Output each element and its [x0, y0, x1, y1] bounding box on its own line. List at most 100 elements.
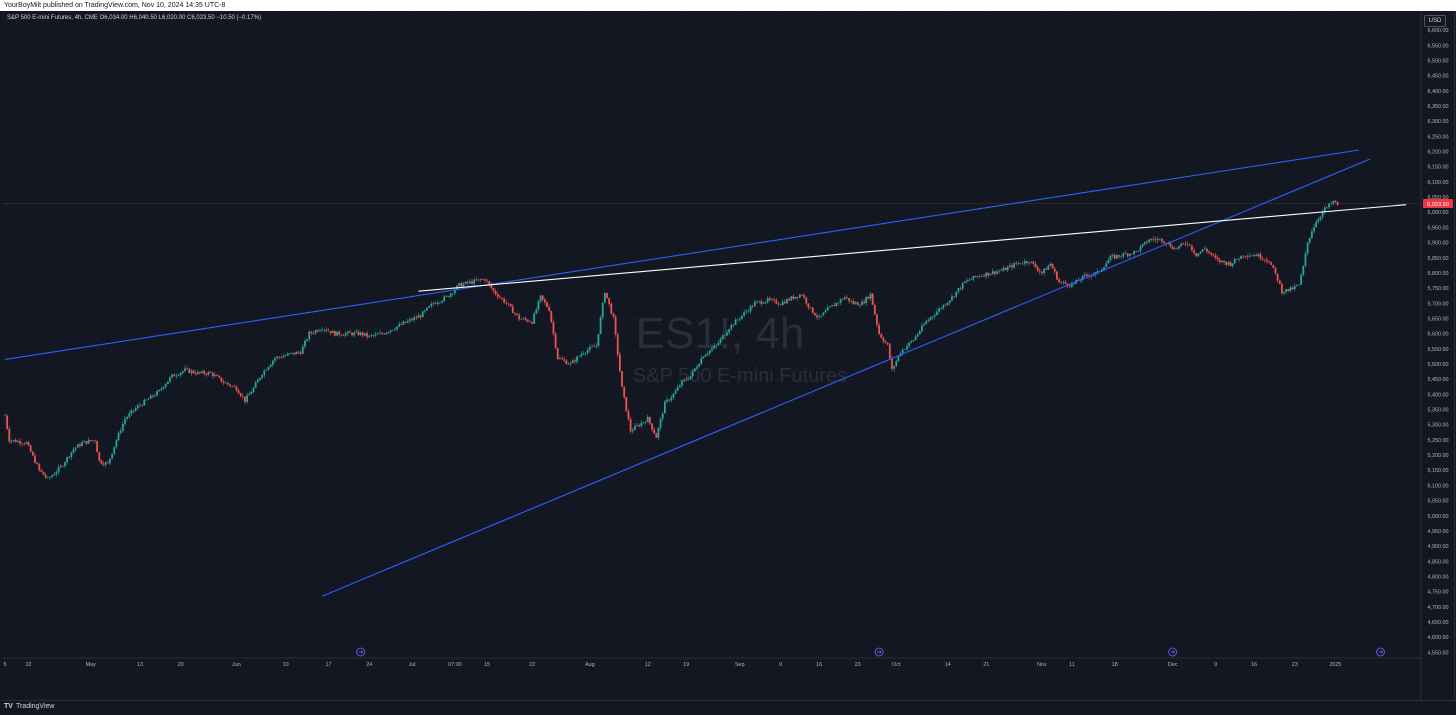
candle-body [23, 443, 26, 445]
candle-body [1163, 241, 1165, 244]
price-tick-label: 6,100.00 [1428, 180, 1449, 186]
candle-body [938, 308, 940, 312]
candle-body [981, 275, 983, 277]
candle-body [599, 317, 602, 334]
candle-body [1255, 255, 1258, 257]
candle-body [1244, 256, 1247, 257]
candle-body [978, 276, 981, 277]
candle-body [520, 319, 523, 320]
candle-body [1289, 287, 1292, 291]
candle-body [1056, 271, 1058, 280]
candle-body [1023, 261, 1026, 264]
price-tick-label: 5,700.00 [1428, 301, 1449, 307]
candle-body [72, 449, 75, 453]
candle-body [389, 330, 392, 333]
symbol-title[interactable]: S&P 500 E-mini Futures, 4h, CME [7, 15, 98, 21]
candle-body [321, 329, 323, 331]
candle-body [1201, 249, 1204, 252]
chart-frame[interactable] [3, 11, 1455, 700]
candle-body [490, 284, 493, 289]
candle-body [1319, 216, 1322, 220]
candle-body [1328, 203, 1330, 208]
candle-body [820, 315, 823, 317]
candle-body [818, 316, 821, 318]
candle-body [136, 405, 139, 409]
time-tick-label: Nov [1037, 662, 1047, 668]
candle-body [1038, 270, 1041, 272]
time-tick-label: 13 [137, 662, 143, 668]
candle-body [831, 305, 833, 307]
candle-body [203, 371, 206, 374]
dividend-icon[interactable] [874, 647, 884, 657]
time-tick-label: 11 [1069, 662, 1075, 668]
candle-body [773, 299, 776, 301]
event-glyph [1170, 650, 1176, 654]
candle-body [1295, 285, 1298, 287]
candle-body [1030, 261, 1033, 263]
price-tick-label: 6,550.00 [1428, 43, 1449, 49]
candle-body [698, 364, 701, 367]
candle-body [445, 296, 448, 297]
time-tick-label: Jun [232, 662, 241, 668]
candle-body [760, 301, 763, 304]
candle-body [199, 371, 201, 373]
blue-trendline [4, 149, 1360, 360]
candle-body [83, 441, 86, 443]
candle-body [1128, 253, 1131, 256]
candle-body [771, 299, 773, 301]
candle-body [816, 315, 818, 318]
candle-body [758, 301, 761, 302]
candle-body [424, 310, 426, 312]
candle-body [1111, 255, 1114, 256]
earnings-icon[interactable] [1168, 647, 1178, 657]
candle-body [846, 297, 848, 299]
candle-body [25, 442, 28, 444]
candle-body [1274, 267, 1277, 274]
candle-body [473, 279, 476, 284]
candle-body [1161, 238, 1163, 242]
candle-body [578, 356, 581, 357]
candle-body [591, 346, 593, 348]
candle-body [1139, 246, 1142, 252]
price-tick-label: 5,300.00 [1428, 423, 1449, 429]
price-chart[interactable]: ES1!, 4h S&P 500 E-mini Futures 4,550.00… [0, 0, 1456, 700]
symbol-legend[interactable]: S&P 500 E-mini Futures, 4h, CME O6,034.0… [7, 15, 261, 21]
candle-body [633, 425, 636, 431]
event-circle [1168, 647, 1178, 657]
candle-body [46, 477, 49, 479]
candle-body [334, 331, 336, 336]
candle-body [554, 333, 557, 348]
candle-body [865, 296, 868, 304]
candle-body [835, 302, 838, 306]
candle-body [8, 428, 11, 442]
event-markers [356, 647, 1385, 657]
candle-body [869, 293, 872, 299]
candle-body [166, 381, 169, 385]
dividend-icon[interactable] [356, 647, 366, 657]
candle-body [434, 303, 437, 305]
dividend-icon[interactable] [1376, 647, 1385, 657]
candle-body [220, 377, 223, 382]
candle-body [618, 354, 621, 372]
candle-body [974, 275, 977, 277]
candle-body [1041, 271, 1043, 274]
candle-body [246, 395, 248, 402]
candle-body [925, 321, 928, 325]
candle-body [644, 422, 647, 423]
candle-body [248, 394, 251, 396]
candle-body [190, 370, 193, 373]
time-tick-label: Aug [585, 662, 595, 668]
candle-body [385, 332, 388, 335]
candle-body [871, 293, 874, 305]
candle-body [764, 301, 767, 304]
candle-body [274, 358, 276, 361]
candle-body [1006, 267, 1009, 271]
candle-body [576, 356, 578, 362]
candle-body [951, 296, 953, 301]
currency-button[interactable]: USD [1424, 15, 1446, 27]
event-circle [356, 647, 366, 657]
candle-body [143, 399, 146, 406]
tradingview-brand[interactable]: TV TradingView [4, 703, 54, 710]
candle-body [1120, 256, 1123, 258]
candle-body [1053, 268, 1056, 272]
